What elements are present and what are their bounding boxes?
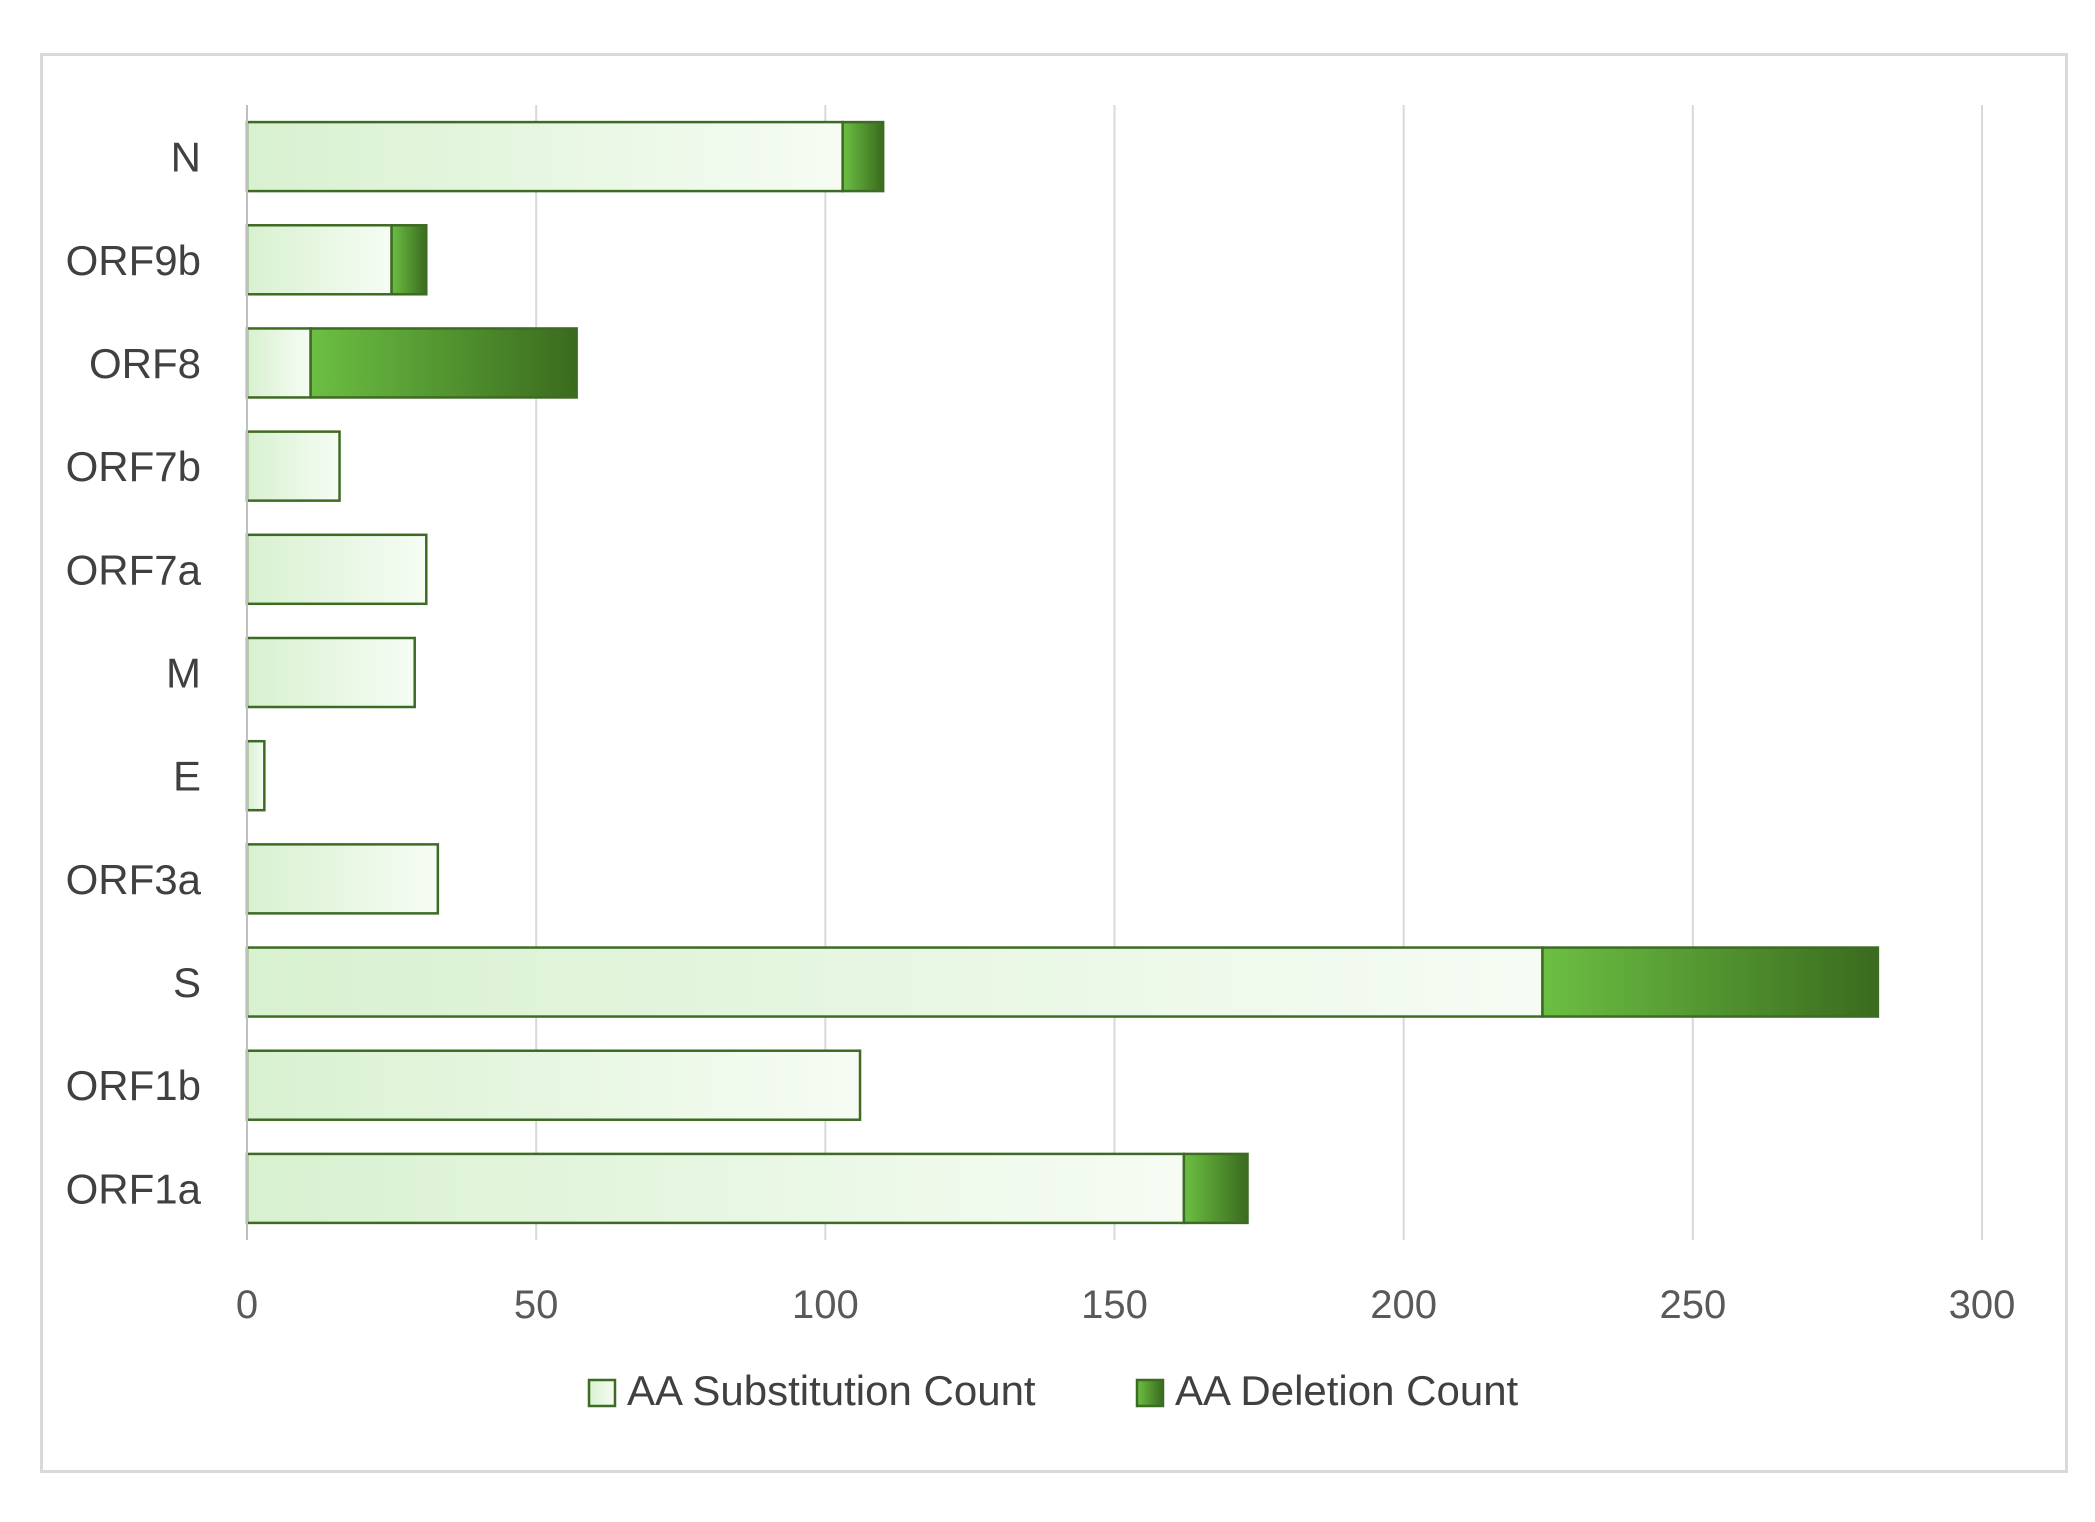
- y-category-label-orf9b: ORF9b: [66, 237, 201, 284]
- x-tick-label-0: 0: [236, 1283, 258, 1327]
- bar-substitution-orf9b: [245, 224, 393, 296]
- bar-deletion-orf1a: [1182, 1152, 1249, 1225]
- x-tick-label-250: 250: [1659, 1283, 1726, 1327]
- axes: 0 50 100 150 200 250 300 ORF1a ORF1b S ORF3a E M ORF7…: [66, 105, 2016, 1327]
- y-category-label-s: S: [173, 959, 201, 1006]
- bar-substitution-e: [245, 739, 266, 812]
- bar-substitution-orf8: [245, 327, 312, 399]
- bar-deletion-s: [1541, 946, 1880, 1018]
- y-category-label-orf1b: ORF1b: [66, 1062, 201, 1109]
- y-category-label-e: E: [173, 753, 201, 800]
- legend-deletion-label: AA Deletion Count: [1175, 1367, 1519, 1414]
- y-category-label-orf8: ORF8: [89, 340, 201, 387]
- y-category-label-orf7b: ORF7b: [66, 443, 201, 490]
- bar-substitution-m: [245, 636, 416, 709]
- bar-deletion-n: [841, 120, 885, 193]
- y-category-label-orf1a: ORF1a: [66, 1165, 202, 1212]
- y-category-label-m: M: [166, 650, 201, 697]
- bar-substitution-n: [245, 120, 844, 193]
- y-category-label-orf7a: ORF7a: [66, 546, 202, 593]
- bar-substitution-orf1a: [245, 1152, 1186, 1225]
- x-tick-label-50: 50: [514, 1283, 559, 1327]
- bar-substitution-orf1b: [245, 1049, 862, 1121]
- bar-deletion-orf8: [309, 327, 578, 399]
- y-category-label-orf3a: ORF3a: [66, 856, 202, 903]
- x-tick-label-200: 200: [1370, 1283, 1437, 1327]
- bar-deletion-orf9b: [390, 224, 428, 296]
- legend: AA Substitution Count AA Deletion Count: [587, 1367, 1519, 1414]
- bar-substitution-orf7b: [245, 430, 341, 502]
- bars: [245, 120, 1880, 1225]
- y-category-label-n: N: [171, 134, 201, 181]
- legend-substitution-label: AA Substitution Count: [627, 1367, 1036, 1414]
- legend-deletion-swatch: [1135, 1378, 1165, 1408]
- x-tick-label-300: 300: [1949, 1283, 2016, 1327]
- x-tick-label-150: 150: [1081, 1283, 1148, 1327]
- bar-substitution-s: [245, 946, 1544, 1018]
- bar-substitution-orf7a: [245, 533, 428, 606]
- x-tick-label-100: 100: [792, 1283, 859, 1327]
- bar-substitution-orf3a: [245, 843, 440, 915]
- legend-substitution-swatch: [587, 1378, 617, 1408]
